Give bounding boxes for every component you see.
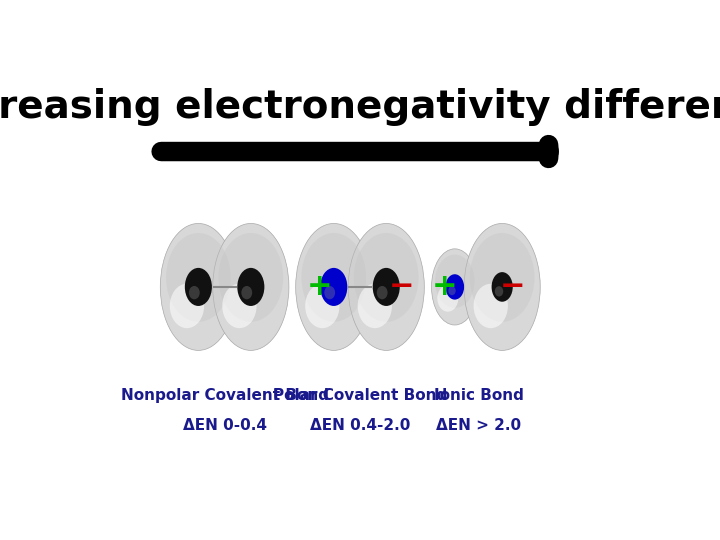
Ellipse shape	[449, 286, 456, 295]
Ellipse shape	[373, 268, 400, 306]
Ellipse shape	[238, 268, 264, 306]
Ellipse shape	[464, 224, 540, 350]
Ellipse shape	[474, 284, 508, 328]
Ellipse shape	[302, 234, 365, 339]
Ellipse shape	[217, 231, 284, 342]
Ellipse shape	[471, 234, 534, 339]
Ellipse shape	[434, 254, 475, 320]
Ellipse shape	[434, 253, 476, 321]
Text: ΔEN 0-0.4: ΔEN 0-0.4	[183, 418, 266, 433]
Ellipse shape	[433, 252, 477, 322]
Ellipse shape	[324, 286, 335, 299]
Ellipse shape	[431, 249, 478, 325]
Text: ΔEN > 2.0: ΔEN > 2.0	[436, 418, 521, 433]
Ellipse shape	[218, 233, 283, 322]
Ellipse shape	[435, 254, 474, 308]
Ellipse shape	[164, 230, 233, 344]
Ellipse shape	[350, 227, 423, 347]
Ellipse shape	[302, 233, 366, 341]
Ellipse shape	[495, 286, 503, 296]
Ellipse shape	[163, 228, 233, 346]
Ellipse shape	[355, 234, 418, 339]
Ellipse shape	[214, 225, 288, 349]
Ellipse shape	[185, 268, 212, 306]
Ellipse shape	[431, 249, 478, 325]
Ellipse shape	[466, 227, 539, 347]
Text: −: −	[500, 272, 525, 301]
Ellipse shape	[217, 230, 285, 344]
Ellipse shape	[212, 224, 289, 350]
Ellipse shape	[352, 230, 420, 344]
Ellipse shape	[166, 233, 230, 341]
Ellipse shape	[167, 234, 230, 339]
Ellipse shape	[446, 274, 464, 300]
Text: Polar Covalent Bond: Polar Covalent Bond	[273, 388, 447, 403]
Ellipse shape	[492, 272, 513, 302]
Ellipse shape	[161, 224, 236, 350]
Ellipse shape	[302, 233, 366, 322]
Ellipse shape	[215, 228, 286, 346]
Text: ΔEN 0.4-2.0: ΔEN 0.4-2.0	[310, 418, 410, 433]
Ellipse shape	[297, 225, 371, 349]
Text: Nonpolar Covalent Bond: Nonpolar Covalent Bond	[120, 388, 328, 403]
Ellipse shape	[218, 233, 283, 341]
Text: +: +	[432, 272, 457, 301]
Ellipse shape	[300, 231, 367, 342]
Ellipse shape	[468, 230, 536, 344]
Ellipse shape	[435, 254, 474, 319]
Ellipse shape	[465, 225, 539, 349]
Ellipse shape	[305, 284, 339, 328]
Ellipse shape	[299, 228, 369, 346]
Ellipse shape	[320, 268, 347, 306]
Text: −: −	[388, 272, 414, 301]
Ellipse shape	[436, 255, 474, 319]
Ellipse shape	[351, 228, 421, 346]
Ellipse shape	[467, 228, 537, 346]
Text: +: +	[307, 272, 333, 301]
Ellipse shape	[165, 231, 232, 342]
Ellipse shape	[470, 233, 534, 341]
Ellipse shape	[162, 227, 235, 347]
Ellipse shape	[220, 234, 282, 339]
Ellipse shape	[222, 284, 256, 328]
Ellipse shape	[349, 225, 423, 349]
Text: Increasing electronegativity difference: Increasing electronegativity difference	[0, 88, 720, 126]
Ellipse shape	[166, 233, 230, 322]
Ellipse shape	[358, 284, 392, 328]
Ellipse shape	[212, 224, 289, 350]
Ellipse shape	[296, 224, 372, 350]
Ellipse shape	[296, 224, 372, 350]
Ellipse shape	[161, 225, 235, 349]
Ellipse shape	[348, 224, 424, 350]
Ellipse shape	[470, 233, 534, 322]
Ellipse shape	[241, 286, 252, 299]
Ellipse shape	[161, 224, 236, 350]
Ellipse shape	[432, 250, 477, 324]
Ellipse shape	[464, 224, 540, 350]
Ellipse shape	[377, 286, 387, 299]
Ellipse shape	[300, 230, 368, 344]
Ellipse shape	[189, 286, 199, 299]
Ellipse shape	[437, 285, 458, 312]
Ellipse shape	[354, 233, 418, 322]
Ellipse shape	[354, 233, 418, 341]
Ellipse shape	[215, 227, 287, 347]
Ellipse shape	[297, 227, 370, 347]
Ellipse shape	[353, 231, 420, 342]
Ellipse shape	[348, 224, 424, 350]
Text: Ionic Bond: Ionic Bond	[433, 388, 523, 403]
Ellipse shape	[433, 251, 477, 323]
Ellipse shape	[469, 231, 536, 342]
Ellipse shape	[170, 284, 204, 328]
